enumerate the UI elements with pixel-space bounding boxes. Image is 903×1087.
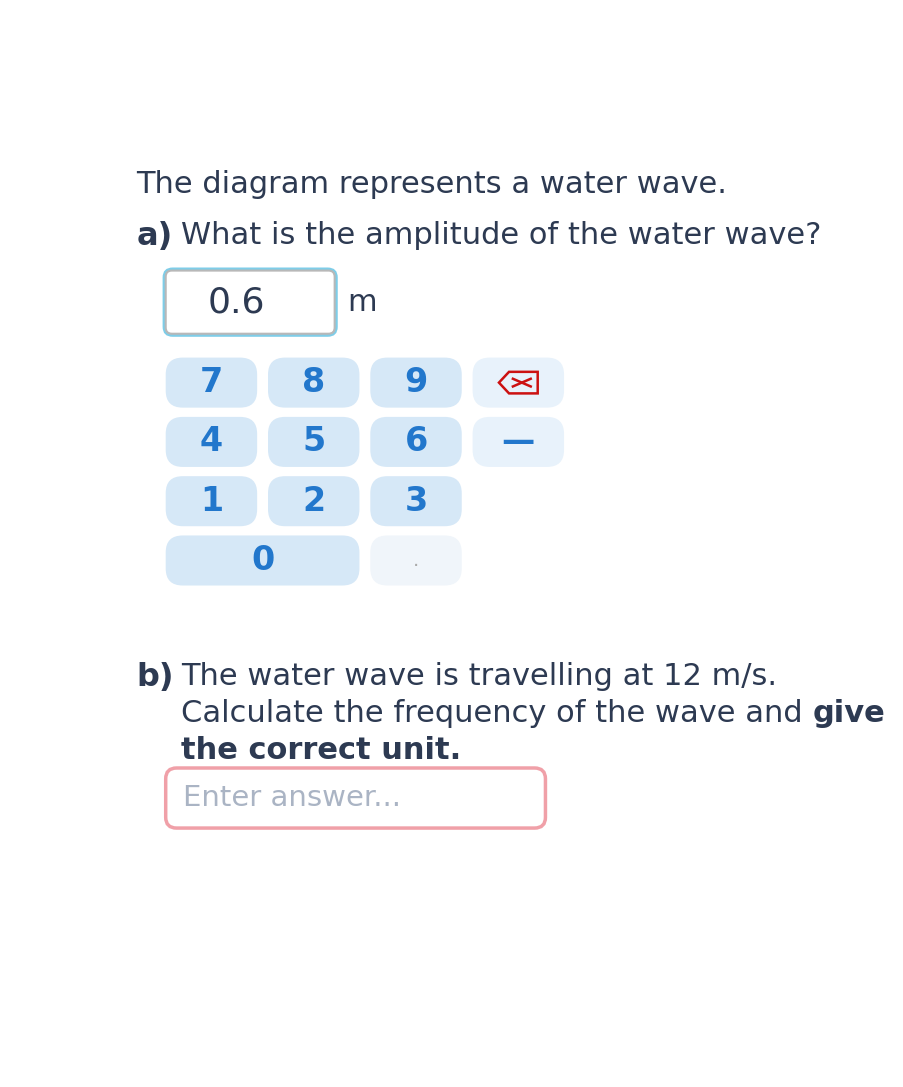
Text: 5: 5 <box>302 425 325 459</box>
Text: 1: 1 <box>200 485 223 517</box>
FancyBboxPatch shape <box>165 358 256 408</box>
FancyBboxPatch shape <box>370 358 461 408</box>
Text: The diagram represents a water wave.: The diagram represents a water wave. <box>136 171 726 200</box>
Text: m: m <box>347 288 377 316</box>
FancyBboxPatch shape <box>472 417 563 467</box>
Text: Enter answer...: Enter answer... <box>182 784 400 812</box>
Text: 0: 0 <box>251 544 274 577</box>
Text: The water wave is travelling at 12 m/s.: The water wave is travelling at 12 m/s. <box>181 662 777 690</box>
FancyBboxPatch shape <box>165 476 256 526</box>
Text: 0.6: 0.6 <box>208 285 265 320</box>
Text: the correct unit.: the correct unit. <box>181 736 461 764</box>
Text: 6: 6 <box>404 425 427 459</box>
Text: .: . <box>413 551 419 570</box>
FancyBboxPatch shape <box>472 358 563 408</box>
FancyBboxPatch shape <box>370 536 461 586</box>
FancyBboxPatch shape <box>163 267 338 337</box>
Text: a): a) <box>136 222 172 252</box>
FancyBboxPatch shape <box>267 358 359 408</box>
Text: give: give <box>812 699 884 727</box>
Text: —: — <box>501 425 535 459</box>
Text: What is the amplitude of the water wave?: What is the amplitude of the water wave? <box>181 222 821 250</box>
FancyBboxPatch shape <box>267 476 359 526</box>
Text: Calculate the frequency of the wave and: Calculate the frequency of the wave and <box>181 699 812 727</box>
FancyBboxPatch shape <box>267 417 359 467</box>
Text: 2: 2 <box>302 485 325 517</box>
Text: 3: 3 <box>404 485 427 517</box>
Text: 9: 9 <box>404 366 427 399</box>
Text: 7: 7 <box>200 366 223 399</box>
Text: 8: 8 <box>302 366 325 399</box>
Text: 4: 4 <box>200 425 223 459</box>
FancyBboxPatch shape <box>165 536 359 586</box>
FancyBboxPatch shape <box>165 769 545 828</box>
FancyBboxPatch shape <box>370 476 461 526</box>
FancyBboxPatch shape <box>165 271 334 334</box>
FancyBboxPatch shape <box>370 417 461 467</box>
FancyBboxPatch shape <box>165 417 256 467</box>
Text: b): b) <box>136 662 173 692</box>
